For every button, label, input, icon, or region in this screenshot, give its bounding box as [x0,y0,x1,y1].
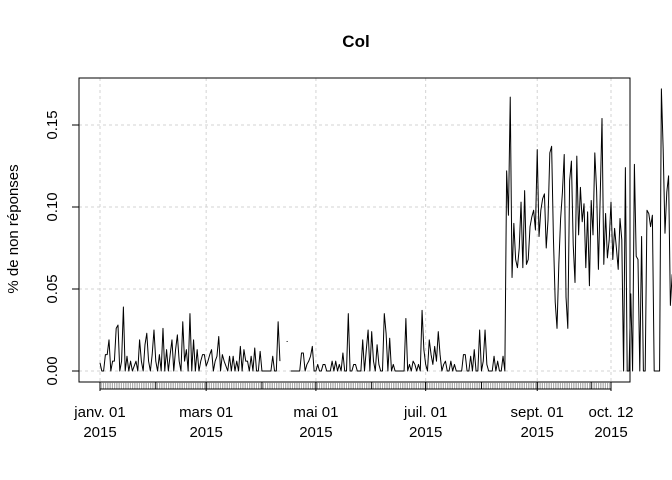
x-tick-label: mai 01 [293,404,338,421]
y-tick-label: 0.00 [44,356,61,385]
x-tick-label-year: 2015 [521,424,554,441]
x-tick-label: juil. 01 [403,404,447,421]
data-layer [99,88,672,372]
x-tick-label: oct. 12 [588,404,633,421]
y-tick-label: 0.10 [44,192,61,221]
x-tick-label: mars 01 [179,404,233,421]
y-tick-label: 0.05 [44,274,61,303]
x-tick-label: sept. 01 [511,404,564,421]
plot-frame [78,77,631,383]
axes: 0.00 0.05 0.10 0.15 janv. 01 2015 mars 01 2015 m… [44,110,634,441]
series-line [290,88,672,372]
chart-title: Col [342,32,369,51]
grid [79,78,630,382]
x-tick-label-year: 2015 [83,424,116,441]
x-tick-label-year: 2015 [409,424,442,441]
x-tick-label: janv. 01 [73,404,125,421]
y-axis-label: % de non réponses [5,164,22,293]
x-tick-label-year: 2015 [594,424,627,441]
x-tick-label-year: 2015 [299,424,332,441]
x-tick-label-year: 2015 [189,424,222,441]
y-tick-label: 0.15 [44,110,61,139]
series-line [99,306,281,372]
